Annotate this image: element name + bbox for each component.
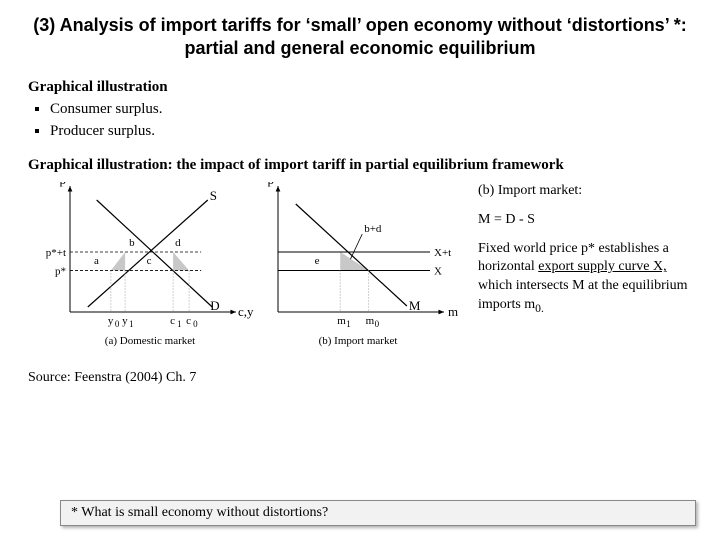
svg-text:m: m [366, 315, 375, 327]
side-line2: M = D - S [478, 211, 692, 230]
side-line3b: export supply curve X, [538, 259, 666, 274]
side-text: (b) Import market: M = D - S Fixed world… [478, 182, 692, 327]
svg-text:c: c [147, 255, 152, 267]
side-line1: (b) Import market: [478, 182, 692, 201]
bullet-producer: Producer surplus. [50, 120, 692, 143]
svg-text:c: c [170, 315, 175, 327]
svg-text:y: y [122, 315, 128, 327]
svg-text:m: m [448, 304, 458, 319]
footnote: * What is small economy without distorti… [60, 500, 696, 526]
svg-text:b: b [129, 237, 135, 249]
svg-text:m: m [337, 315, 346, 327]
bullet-consumer: Consumer surplus. [50, 98, 692, 121]
side-line3sub: 0. [535, 302, 544, 315]
svg-text:p*: p* [55, 265, 66, 277]
svg-text:0: 0 [193, 319, 198, 329]
svg-text:(b) Import market: (b) Import market [319, 335, 398, 347]
side-line3: Fixed world price p* establishes a horiz… [478, 240, 692, 317]
svg-text:0: 0 [375, 319, 380, 329]
svg-text:c,y: c,y [238, 304, 254, 319]
svg-text:c: c [186, 315, 191, 327]
svg-text:p: p [268, 182, 275, 187]
svg-text:e: e [315, 255, 320, 267]
svg-text:a: a [94, 255, 99, 267]
svg-text:0: 0 [115, 319, 120, 329]
svg-text:X+t: X+t [434, 247, 451, 259]
subhead: Graphical illustration: the impact of im… [28, 157, 692, 174]
source: Source: Feenstra (2004) Ch. 7 [28, 370, 692, 386]
slide-title: (3) Analysis of import tariffs for ‘smal… [28, 14, 692, 61]
side-line3c: which intersects M at the equilibrium im… [478, 278, 688, 312]
svg-text:1: 1 [177, 319, 182, 329]
section-graphical: Graphical illustration [28, 79, 692, 96]
svg-text:1: 1 [346, 319, 351, 329]
charts-container: pc,ySDp*+tp*abcdy0y1c1c0(a) Domestic mar… [28, 182, 468, 362]
svg-text:S: S [210, 188, 217, 203]
svg-text:p*+t: p*+t [46, 247, 66, 259]
svg-text:y: y [108, 315, 114, 327]
svg-text:b+d: b+d [364, 223, 382, 235]
svg-text:D: D [210, 298, 219, 313]
svg-text:1: 1 [129, 319, 134, 329]
tariff-diagram: pc,ySDp*+tp*abcdy0y1c1c0(a) Domestic mar… [28, 182, 468, 357]
svg-text:X: X [434, 265, 442, 277]
svg-text:(a) Domestic market: (a) Domestic market [105, 335, 195, 347]
svg-text:d: d [175, 237, 181, 249]
bullets: Consumer surplus. Producer surplus. [28, 98, 692, 143]
svg-text:M: M [409, 298, 421, 313]
svg-text:p: p [60, 182, 67, 187]
